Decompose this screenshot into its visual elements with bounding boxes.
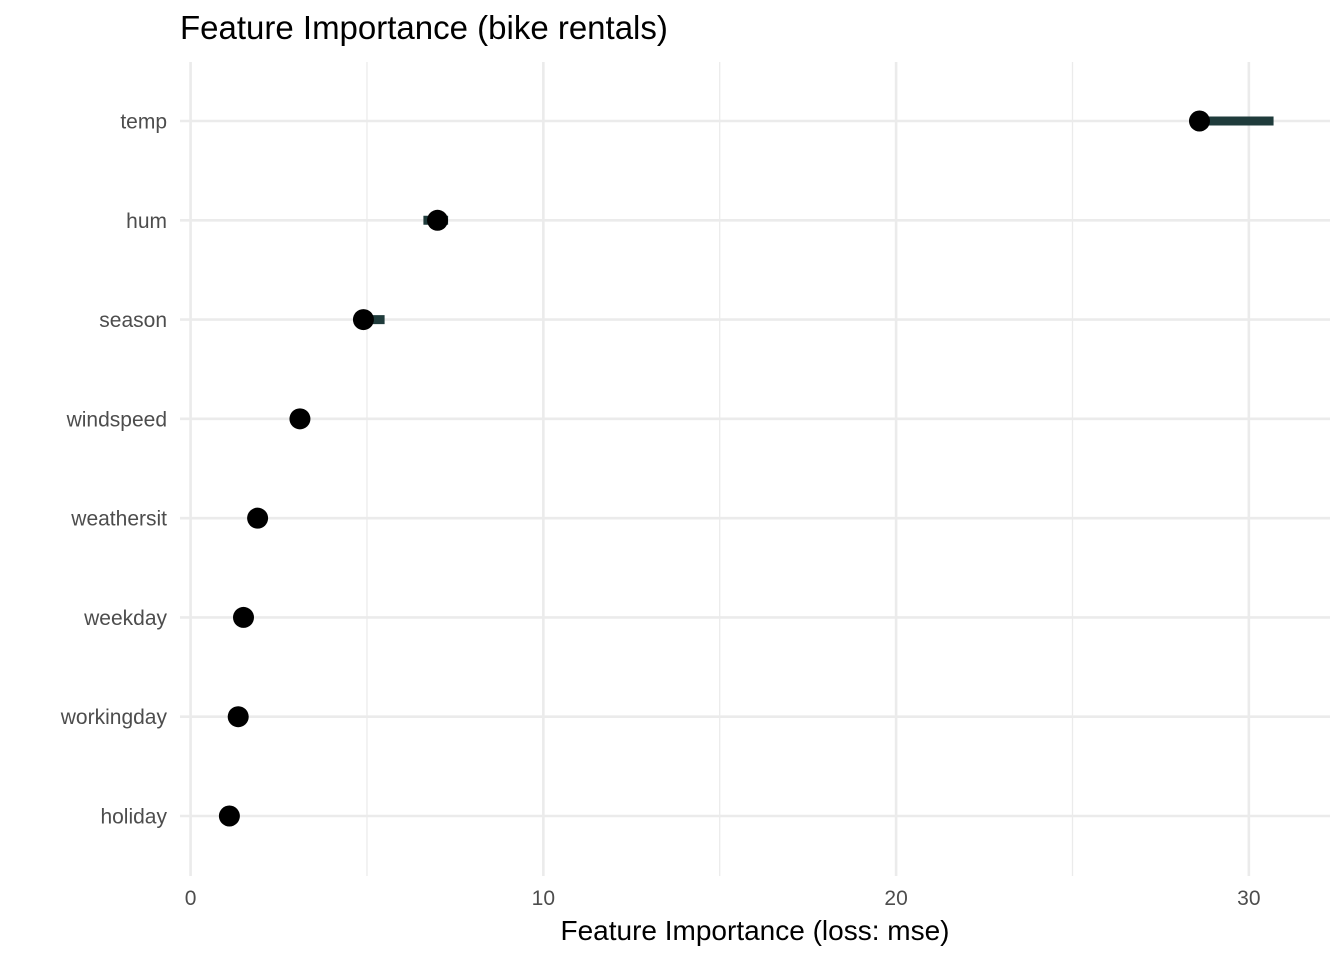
y-tick-label: weekday	[83, 607, 167, 630]
point-workingday	[227, 706, 249, 728]
y-tick-label: windspeed	[66, 408, 167, 431]
point-holiday	[218, 805, 240, 827]
point-season	[352, 309, 374, 331]
point-weathersit	[247, 507, 269, 529]
y-tick-label: weathersit	[70, 508, 167, 531]
point-windspeed	[289, 408, 311, 430]
x-axis-title: Feature Importance (loss: mse)	[560, 915, 949, 946]
x-tick-label: 10	[532, 887, 555, 910]
y-tick-label: temp	[120, 111, 167, 134]
grid-lines	[180, 62, 1330, 876]
point-weekday	[232, 606, 254, 628]
point-hum	[427, 209, 449, 231]
y-tick-label: workingday	[60, 706, 168, 729]
importance-points	[218, 110, 1210, 827]
x-tick-label: 20	[884, 887, 907, 910]
y-tick-labels: temp hum season windspeed weathersit weekday w…	[60, 111, 168, 829]
y-tick-label: hum	[126, 210, 167, 233]
x-tick-label: 30	[1237, 887, 1260, 910]
y-tick-label: season	[99, 309, 167, 332]
point-temp	[1188, 110, 1210, 132]
chart-title: Feature Importance (bike rentals)	[180, 9, 668, 46]
x-tick-label: 0	[185, 887, 197, 910]
y-tick-label: holiday	[100, 806, 167, 829]
x-tick-labels: 0 10 20 30	[185, 887, 1261, 910]
